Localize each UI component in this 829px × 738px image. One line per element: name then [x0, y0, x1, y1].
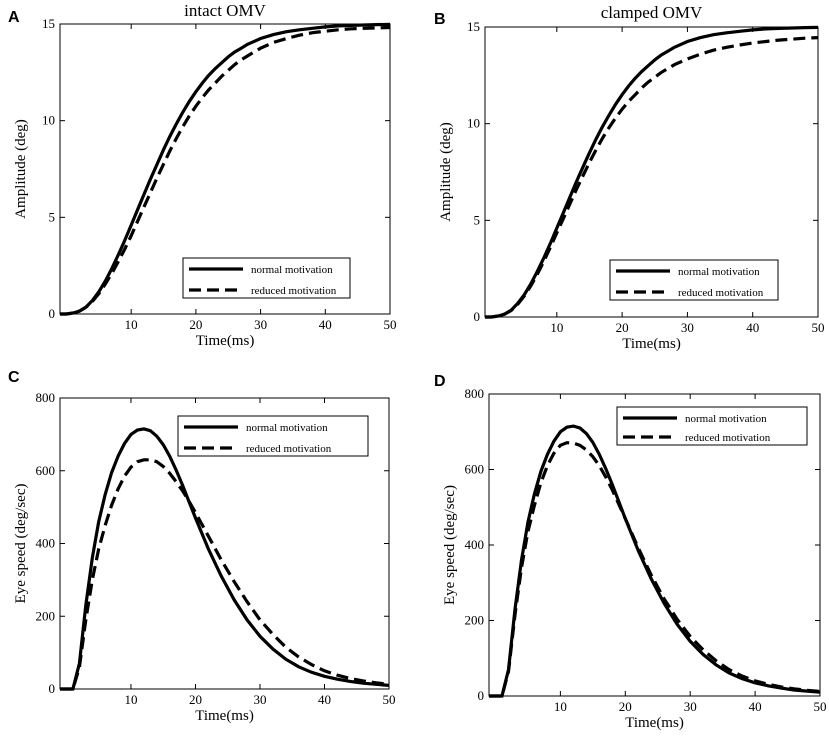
- series-line-reduced-motivation: [485, 36, 819, 319]
- x-tick-label: 20: [189, 692, 202, 707]
- panel-letter: D: [434, 373, 446, 390]
- legend-label: normal motivation: [251, 264, 333, 276]
- y-axis-label: Eye speed (deg/sec): [442, 485, 458, 605]
- plot-frame: [484, 26, 819, 318]
- legend-label: reduced motivation: [246, 443, 332, 455]
- x-tick-label: 50: [812, 320, 825, 335]
- y-tick-label: 400: [465, 537, 485, 552]
- x-axis-label: Time(ms): [195, 708, 254, 724]
- y-tick-label: 800: [465, 386, 485, 401]
- y-tick-label: 0: [474, 309, 481, 324]
- legend-label: reduced motivation: [678, 287, 764, 299]
- y-tick-label: 200: [36, 608, 56, 623]
- y-tick-label: 5: [474, 212, 481, 227]
- x-tick-label: 50: [814, 699, 827, 714]
- y-tick-label: 0: [49, 681, 56, 696]
- plot-frame: [59, 23, 391, 315]
- x-axis-label: Time(ms): [625, 715, 684, 731]
- series-line-normal-motivation: [60, 427, 390, 691]
- legend: normal motivation reduced motivation: [609, 259, 779, 301]
- x-tick-label: 50: [384, 317, 397, 332]
- y-axis-label: Amplitude (deg): [13, 119, 29, 219]
- y-tick-label: 5: [49, 209, 56, 224]
- x-tick-label: 10: [550, 320, 563, 335]
- y-tick-label: 0: [49, 306, 56, 321]
- x-tick-label: 30: [681, 320, 694, 335]
- legend-box: [616, 406, 808, 446]
- x-tick-label: 40: [746, 320, 759, 335]
- panel-d: D 0 200 400 600 800 10 20 30 40 50 Time(ms) Eye spee…: [434, 373, 827, 731]
- y-tick-label: 10: [42, 113, 55, 128]
- panel-letter: A: [8, 9, 20, 26]
- x-tick-label: 30: [254, 317, 267, 332]
- y-tick-label: 10: [467, 116, 480, 131]
- x-axis-label: Time(ms): [622, 336, 681, 352]
- y-tick-label: 600: [465, 462, 485, 477]
- x-tick-label: 30: [253, 692, 266, 707]
- panel-letter: C: [8, 369, 20, 386]
- chart-title: clamped OMV: [601, 3, 703, 22]
- legend-label: normal motivation: [678, 266, 760, 278]
- series-line-reduced-motivation: [489, 441, 821, 698]
- series-line-reduced-motivation: [60, 458, 390, 691]
- panel-letter: B: [434, 11, 446, 28]
- legend-label: reduced motivation: [685, 432, 771, 444]
- y-tick-label: 600: [36, 463, 56, 478]
- legend-label: normal motivation: [246, 422, 328, 434]
- x-tick-label: 40: [749, 699, 762, 714]
- legend-label: normal motivation: [685, 413, 767, 425]
- chart-title: intact OMV: [184, 1, 266, 20]
- x-axis-label: Time(ms): [196, 333, 255, 349]
- legend-label: reduced motivation: [251, 285, 337, 297]
- y-axis-label: Eye speed (deg/sec): [13, 484, 29, 604]
- x-tick-label: 30: [684, 699, 697, 714]
- x-tick-label: 10: [124, 692, 137, 707]
- y-tick-label: 400: [36, 536, 56, 551]
- x-tick-label: 20: [619, 699, 632, 714]
- panel-c: C 0 200 400 600 800 10 20 30 40 50 Time(ms) Eye spee…: [8, 369, 396, 724]
- x-tick-label: 50: [383, 692, 396, 707]
- y-tick-label: 15: [467, 19, 480, 34]
- y-tick-label: 0: [478, 688, 485, 703]
- y-tick-label: 15: [42, 16, 55, 31]
- x-tick-label: 10: [554, 699, 567, 714]
- x-tick-label: 20: [189, 317, 202, 332]
- series-line-normal-motivation: [489, 424, 821, 698]
- legend: normal motivation reduced motivation: [177, 415, 369, 457]
- y-tick-label: 200: [465, 613, 485, 628]
- y-axis-label: Amplitude (deg): [438, 122, 454, 222]
- legend: normal motivation reduced motivation: [182, 257, 351, 299]
- series-line-reduced-motivation: [60, 25, 391, 316]
- y-tick-label: 800: [36, 390, 56, 405]
- x-tick-label: 10: [125, 317, 138, 332]
- x-tick-label: 20: [616, 320, 629, 335]
- x-tick-label: 40: [319, 317, 332, 332]
- x-tick-label: 40: [318, 692, 331, 707]
- legend: normal motivation reduced motivation: [616, 406, 808, 446]
